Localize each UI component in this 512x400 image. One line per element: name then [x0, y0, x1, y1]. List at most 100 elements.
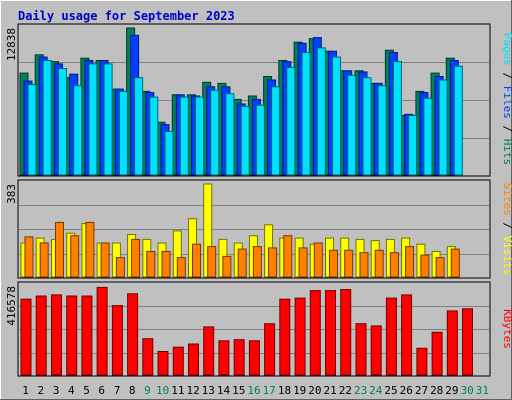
- bar-pages-day-16: [255, 104, 265, 176]
- bar-pages-day-7: [118, 90, 128, 176]
- bar-kbytes-day-24: [370, 325, 382, 376]
- bar-sites-day-15: [237, 248, 247, 278]
- bar-sites-day-8: [131, 238, 141, 278]
- x-tick-label: 2: [37, 384, 44, 397]
- bar-sites-day-17: [268, 247, 278, 278]
- bar-sites-day-13: [207, 246, 217, 278]
- legend-top: Pages / Files / Hits: [501, 33, 512, 166]
- panel-kbytes: 416578: [5, 281, 491, 377]
- x-tick-label: 20: [308, 384, 321, 397]
- bar-pages-day-2: [42, 60, 52, 176]
- bar-sites-day-19: [298, 247, 308, 278]
- bar-sites-day-25: [389, 252, 399, 278]
- legend-sep: /: [501, 216, 512, 236]
- x-tick-label: 15: [232, 384, 245, 397]
- bar-pages-day-12: [195, 96, 204, 176]
- bar-kbytes-day-26: [401, 294, 413, 376]
- bar-pages-day-27: [423, 97, 433, 176]
- bar-kbytes-day-17: [264, 323, 276, 376]
- bar-sites-day-11: [176, 257, 186, 278]
- x-tick-label: 26: [400, 384, 413, 397]
- bar-sites-day-5: [85, 221, 95, 278]
- bar-pages-day-1: [27, 84, 37, 176]
- bar-kbytes-day-8: [127, 293, 139, 376]
- bar-pages-day-19: [301, 52, 311, 176]
- panel-frame: [17, 23, 491, 177]
- bar-kbytes-day-6: [96, 286, 108, 376]
- bar-kbytes-day-14: [218, 340, 230, 376]
- legend-middle: Sites / Visits: [501, 183, 512, 276]
- bar-sites-day-16: [252, 246, 262, 278]
- x-tick-label: 5: [83, 384, 90, 397]
- bar-kbytes-day-23: [355, 323, 367, 376]
- panel-hits-files-pages: 12838: [5, 23, 491, 177]
- x-tick-label: 7: [114, 384, 121, 397]
- x-tick-label: 12: [186, 384, 199, 397]
- bar-sites-day-10: [161, 251, 171, 278]
- x-tick-label: 10: [156, 384, 169, 397]
- bar-pages-day-23: [362, 77, 372, 176]
- y-max-label: 383: [5, 184, 18, 204]
- legend-sep: /: [501, 66, 512, 86]
- bar-kbytes-day-29: [446, 310, 458, 376]
- x-tick-label: 22: [339, 384, 352, 397]
- bar-sites-day-6: [100, 242, 110, 278]
- bar-sites-day-29: [450, 248, 460, 278]
- bar-kbytes-day-30: [462, 308, 473, 376]
- bar-pages-day-20: [316, 47, 326, 176]
- bar-sites-day-20: [313, 242, 323, 278]
- legend-hits: Hits: [501, 139, 512, 166]
- bar-sites-day-26: [405, 246, 415, 278]
- bar-pages-day-24: [377, 85, 387, 176]
- bar-pages-day-28: [438, 79, 448, 176]
- bar-kbytes-day-15: [233, 339, 245, 376]
- bar-kbytes-day-2: [35, 295, 47, 376]
- legend-sep: /: [501, 119, 512, 139]
- bar-kbytes-day-18: [279, 298, 291, 376]
- bar-sites-day-21: [329, 249, 338, 278]
- x-tick-label: 9: [144, 384, 151, 397]
- y-max-label: 12838: [5, 28, 18, 61]
- bar-kbytes-day-27: [416, 347, 428, 376]
- bar-pages-day-26: [408, 115, 418, 176]
- x-tick-label: 3: [53, 384, 60, 397]
- panel-visits-sites: 383: [5, 179, 491, 279]
- x-tick-label: 19: [293, 384, 306, 397]
- bar-pages-day-3: [58, 68, 67, 176]
- bar-kbytes-day-20: [309, 290, 321, 376]
- bar-kbytes-day-21: [325, 290, 336, 376]
- bar-kbytes-day-16: [248, 340, 260, 376]
- bar-sites-day-23: [359, 252, 369, 278]
- bar-kbytes-day-13: [203, 326, 215, 376]
- bar-sites-day-12: [192, 243, 201, 278]
- bar-pages-day-10: [164, 131, 174, 176]
- x-tick-label: 28: [430, 384, 443, 397]
- legend-kbytes: KBytes: [501, 309, 512, 349]
- bar-kbytes-day-3: [51, 294, 62, 376]
- bar-pages-day-17: [271, 86, 281, 176]
- bar-pages-day-6: [103, 63, 113, 176]
- x-tick-label: 25: [384, 384, 397, 397]
- bar-kbytes-day-7: [111, 305, 123, 376]
- bar-pages-day-5: [88, 63, 98, 176]
- bar-pages-day-18: [286, 66, 296, 176]
- x-tick-label: 17: [263, 384, 276, 397]
- x-tick-label: 23: [354, 384, 367, 397]
- bar-sites-day-4: [70, 235, 80, 278]
- x-tick-label: 4: [68, 384, 75, 397]
- bar-pages-day-25: [392, 61, 402, 176]
- bar-pages-day-11: [179, 96, 189, 176]
- bar-sites-day-18: [283, 235, 293, 278]
- bar-pages-day-21: [332, 56, 341, 176]
- bar-kbytes-day-4: [66, 295, 78, 376]
- bar-sites-day-3: [55, 221, 64, 278]
- x-tick-label: 1: [22, 384, 29, 397]
- panel-frame: [17, 179, 491, 279]
- x-tick-label: 21: [323, 384, 336, 397]
- x-tick-label: 16: [247, 384, 260, 397]
- x-tick-label: 30: [461, 384, 474, 397]
- bar-sites-day-14: [222, 255, 232, 278]
- bar-pages-day-14: [225, 93, 235, 176]
- x-tick-label: 14: [217, 384, 231, 397]
- bar-pages-day-9: [149, 96, 159, 176]
